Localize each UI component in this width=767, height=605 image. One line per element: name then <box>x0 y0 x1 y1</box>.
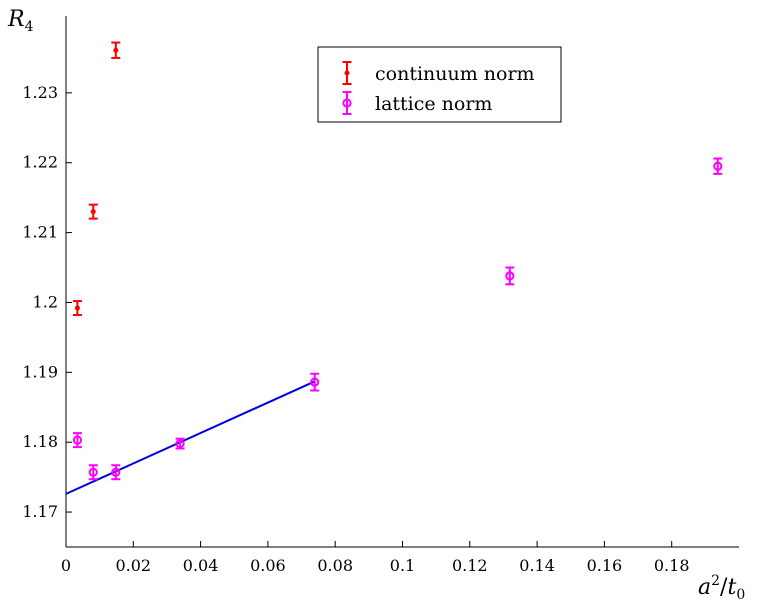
data-point <box>75 306 79 310</box>
y-tick-label: 1.21 <box>22 223 58 242</box>
fit-line-group <box>66 381 315 493</box>
x-tick-label: 0 <box>61 556 71 575</box>
series-0 <box>73 43 120 315</box>
y-tick-label: 1.19 <box>22 362 58 381</box>
y-tick-label: 1.22 <box>22 153 58 172</box>
legend-marker <box>345 71 349 75</box>
y-tick-label: 1.23 <box>22 83 58 102</box>
x-tick-label: 0.06 <box>250 556 286 575</box>
x-tick-label: 0.02 <box>115 556 151 575</box>
y-tick-label: 1.2 <box>33 292 58 311</box>
legend-label: continuum norm <box>375 63 535 85</box>
x-tick-label: 0.08 <box>317 556 353 575</box>
series-1 <box>73 159 722 480</box>
x-tick-label: 0.04 <box>183 556 219 575</box>
y-axis-label: R4 <box>7 7 34 35</box>
legend: continuum norm lattice norm <box>318 47 561 122</box>
x-tick-label: 0.14 <box>519 556 555 575</box>
x-tick-label: 0.1 <box>390 556 415 575</box>
x-tick-label: 0.18 <box>654 556 690 575</box>
data-point <box>114 48 118 52</box>
x-tick-label: 0.12 <box>452 556 488 575</box>
x-axis-label: a2/t0 <box>698 573 745 603</box>
legend-label: lattice norm <box>375 93 492 115</box>
y-tick-label: 1.18 <box>22 432 58 451</box>
data-point <box>91 210 95 214</box>
x-tick-label: 0.16 <box>587 556 623 575</box>
y-tick-label: 1.17 <box>22 502 58 521</box>
fit-line <box>66 381 315 493</box>
